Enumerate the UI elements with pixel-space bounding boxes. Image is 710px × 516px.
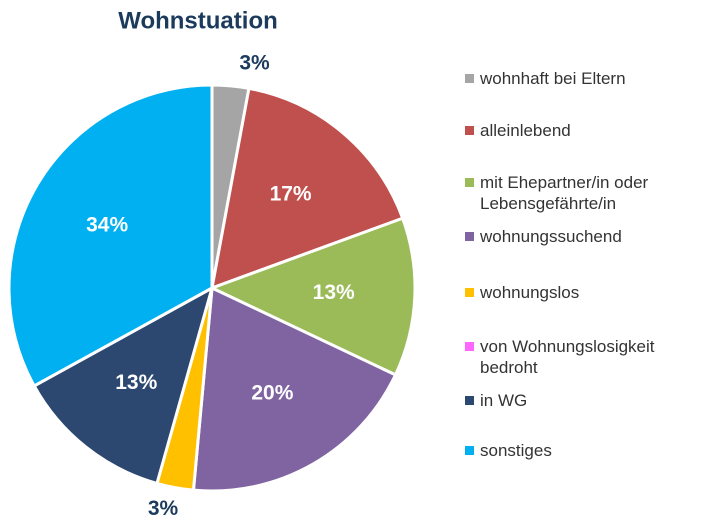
pie-slice [7,83,214,388]
data-label: 3% [239,51,270,74]
legend-swatch [465,74,474,83]
legend-label: sonstiges [480,441,552,460]
legend-item: in WG [465,390,705,411]
chart-title: Wohnstuation [118,7,278,34]
legend-label: mit Ehepartner/in oder Lebensgefährte/in [480,173,649,213]
legend-swatch [465,178,474,187]
data-label: 13% [115,371,157,394]
legend-label: wohnungslos [480,283,580,302]
data-label: 34% [86,214,128,237]
legend-label: alleinlebend [480,121,571,140]
legend-swatch [465,342,474,351]
legend-swatch [465,288,474,297]
legend-swatch [465,396,474,405]
data-label: 3% [148,497,179,516]
legend-item: sonstiges [465,440,705,461]
legend-swatch [465,232,474,241]
legend-label: wohnhaft bei Eltern [480,69,626,88]
legend-label: in WG [480,391,528,410]
legend-item: wohnungssuchend [465,226,705,247]
legend-item: von Wohnungslosigkeit bedroht [465,336,705,378]
data-label: 13% [313,281,355,304]
legend-label: wohnungssuchend [480,227,622,246]
data-label: 20% [251,381,293,404]
pie-slice [210,86,405,291]
legend-item: wohnungslos [465,282,705,303]
legend-item: alleinlebend [465,120,705,141]
pie-slice [208,216,417,377]
pie-slice [191,285,398,493]
legend-item: mit Ehepartner/in oder Lebensgefährte/in [465,172,705,214]
legend-item: wohnhaft bei Eltern [465,68,705,89]
pie-slice [32,284,215,486]
data-label: 17% [270,183,312,206]
legend-swatch [465,446,474,455]
legend-swatch [465,126,474,135]
legend-label: von Wohnungslosigkeit bedroht [480,337,655,377]
